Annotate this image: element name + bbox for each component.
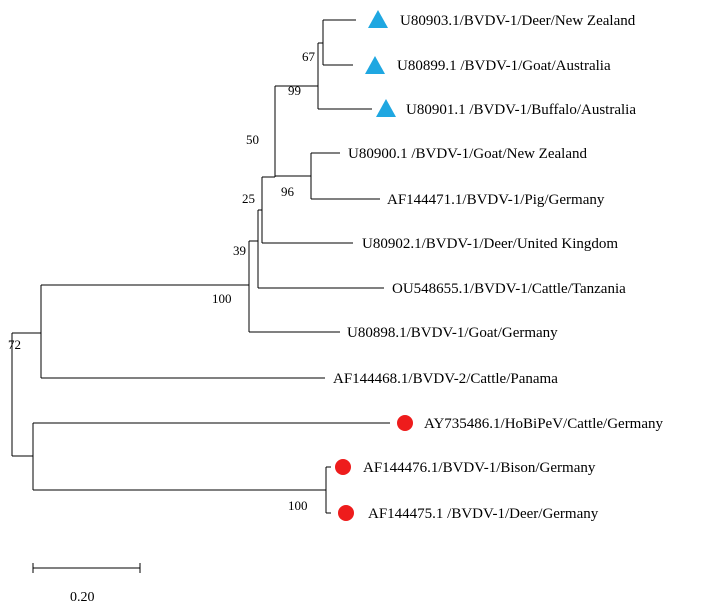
bootstrap-values: 67 99 50 96 25 39 100 72 100 (8, 49, 316, 513)
taxon-label: U80903.1/BVDV-1/Deer/New Zealand (400, 13, 636, 29)
taxon-label: U80901.1 /BVDV-1/Buffalo/Australia (406, 102, 636, 118)
bootstrap-value: 50 (246, 132, 259, 147)
taxon-label: AF144471.1/BVDV-1/Pig/Germany (387, 192, 605, 208)
triangle-marker-deer-nz (368, 10, 388, 28)
taxon-label: U80899.1 /BVDV-1/Goat/Australia (397, 58, 611, 74)
taxon-label: OU548655.1/BVDV-1/Cattle/Tanzania (392, 281, 626, 297)
taxon-labels: U80903.1/BVDV-1/Deer/New Zealand U80899.… (333, 13, 664, 522)
taxon-label: AF144468.1/BVDV-2/Cattle/Panama (333, 371, 558, 387)
taxon-label: AY735486.1/HoBiPeV/Cattle/Germany (424, 416, 664, 432)
bootstrap-value: 72 (8, 337, 21, 352)
circle-marker-hobipev (397, 415, 413, 431)
bootstrap-value: 99 (288, 83, 301, 98)
bootstrap-value: 100 (288, 498, 308, 513)
taxon-label: U80902.1/BVDV-1/Deer/United Kingdom (362, 236, 618, 252)
circle-marker-bison-germany (335, 459, 351, 475)
scale-bar: 0.20 (32, 563, 141, 605)
taxon-label: U80898.1/BVDV-1/Goat/Germany (347, 325, 558, 341)
bootstrap-value: 39 (233, 243, 246, 258)
triangle-marker-goat-australia (365, 56, 385, 74)
tree-branches (11, 19, 390, 514)
bootstrap-value: 67 (302, 49, 316, 64)
scale-bar-label: 0.20 (70, 590, 95, 605)
bootstrap-value: 25 (242, 191, 255, 206)
taxon-label: AF144476.1/BVDV-1/Bison/Germany (363, 460, 596, 476)
triangle-marker-buffalo-australia (376, 99, 396, 117)
taxon-label: AF144475.1 /BVDV-1/Deer/Germany (368, 506, 599, 522)
bootstrap-value: 96 (281, 184, 295, 199)
taxon-markers (335, 10, 413, 521)
bootstrap-value: 100 (212, 291, 232, 306)
taxon-label: U80900.1 /BVDV-1/Goat/New Zealand (348, 146, 587, 162)
circle-marker-deer-germany (338, 505, 354, 521)
